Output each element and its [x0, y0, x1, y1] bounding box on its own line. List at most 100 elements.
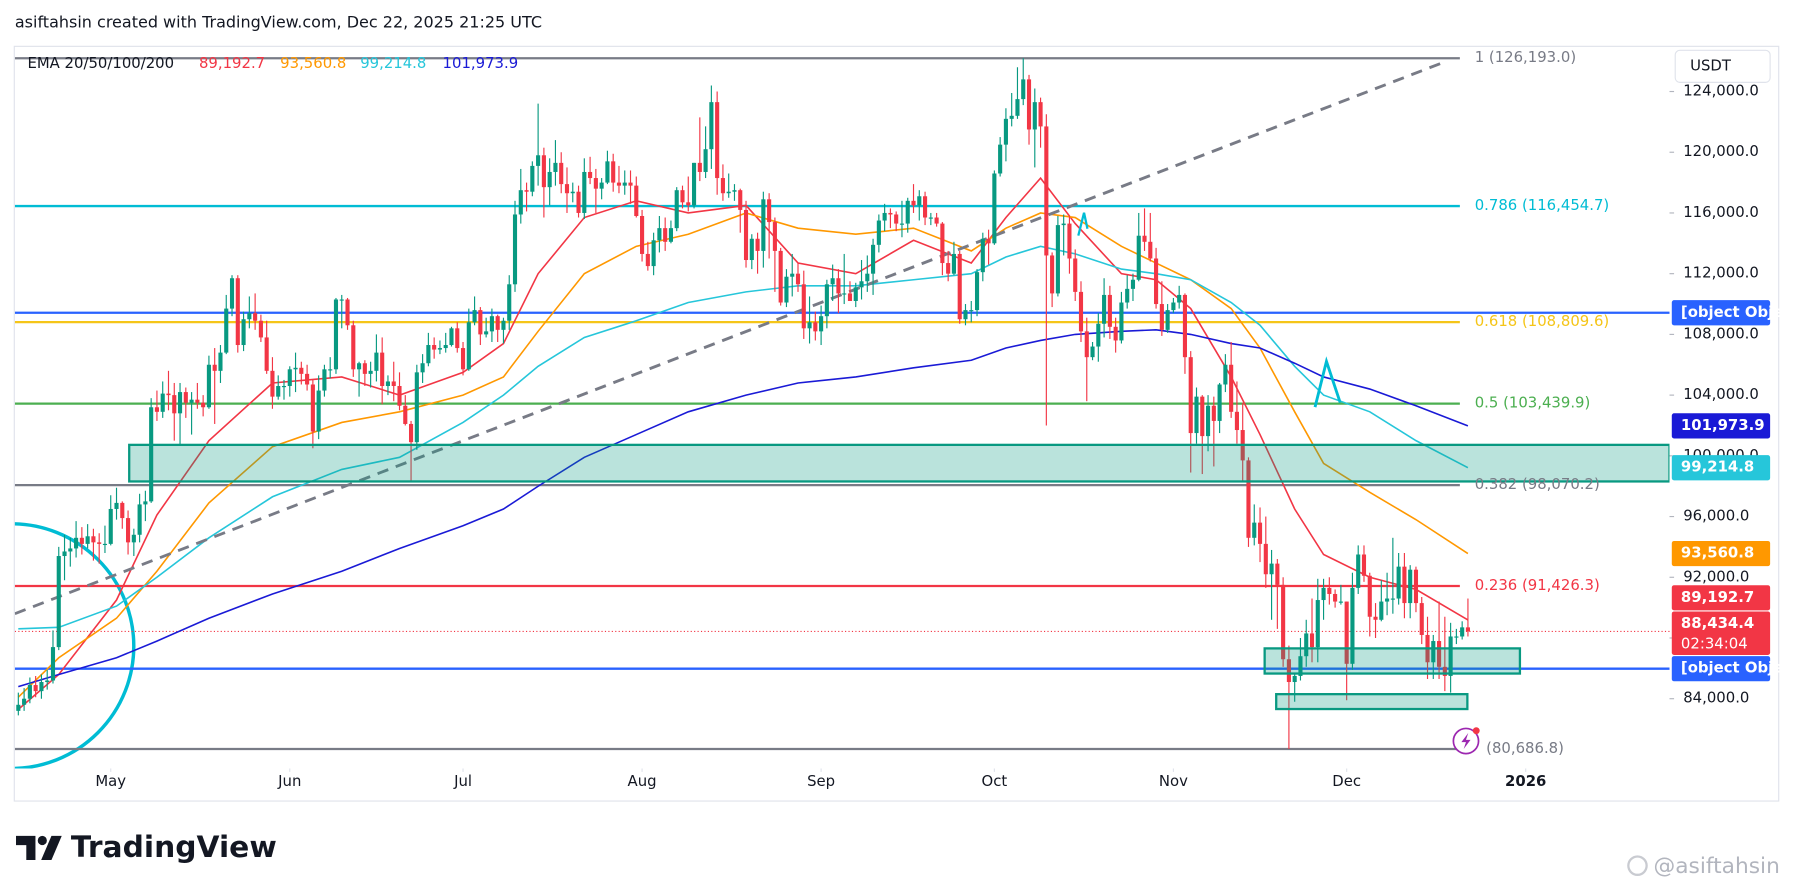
candle-body — [79, 537, 84, 544]
candle-body — [385, 381, 391, 387]
candle-body — [749, 238, 754, 261]
candle-body — [160, 393, 165, 412]
candle-body — [478, 310, 483, 335]
candle-body — [1257, 522, 1263, 544]
candle-body — [224, 308, 229, 353]
candle-body — [755, 238, 760, 251]
candle-body — [1252, 522, 1257, 538]
candle-body — [507, 284, 512, 321]
candle-body — [270, 370, 275, 397]
candle-body — [1454, 636, 1459, 638]
candle-body — [553, 162, 558, 172]
candle-body — [593, 178, 598, 189]
candle-body — [177, 392, 183, 414]
candle-body — [599, 182, 604, 189]
candle-body — [1396, 566, 1401, 599]
candle-body — [408, 423, 414, 443]
candle-body — [570, 191, 575, 194]
candle-body — [1055, 225, 1060, 294]
alert-icon — [1461, 733, 1471, 750]
candle-body — [865, 273, 870, 282]
alert-dot — [1472, 727, 1480, 735]
candle-body — [1026, 79, 1032, 130]
candle-body — [333, 299, 339, 370]
candle-body — [928, 217, 933, 219]
candle-body — [166, 393, 171, 396]
candle-body — [1431, 641, 1436, 663]
candle-body — [253, 313, 258, 321]
candle-body — [761, 199, 766, 251]
candle-body — [97, 542, 102, 544]
brand-logo — [16, 835, 62, 860]
candle-body — [634, 185, 639, 216]
candle-body — [1015, 99, 1020, 116]
candle-body — [524, 190, 529, 192]
y-tick-label: 96,000.0 — [1683, 507, 1749, 525]
candle-body — [616, 182, 622, 186]
price-badge — [1671, 300, 1771, 326]
candle-body — [316, 390, 321, 432]
currency-button[interactable] — [1674, 49, 1771, 83]
countdown: 02:34:04 — [1681, 635, 1748, 653]
candle-body — [946, 263, 951, 274]
candle-body — [1096, 323, 1101, 347]
candle-body — [668, 228, 674, 242]
logo-shape — [37, 835, 47, 846]
indicator-legend: EMA 20/50/100/200 89,192.7 93,560.8 99,2… — [27, 54, 518, 72]
y-tick-label: 112,000.0 — [1683, 264, 1759, 282]
candle-body — [172, 395, 177, 414]
candle-body — [1327, 587, 1332, 594]
candle-body — [501, 320, 506, 330]
candle-body — [1038, 102, 1043, 127]
zone — [1263, 647, 1522, 675]
candle-body — [940, 223, 945, 264]
candle-body — [709, 102, 714, 150]
candle-body — [1078, 291, 1084, 332]
candle-body — [518, 190, 523, 215]
candle-body — [1217, 384, 1222, 421]
candle-body — [1465, 627, 1471, 632]
candle-body — [362, 363, 367, 374]
candle-body — [33, 685, 38, 692]
x-tick-label: Oct — [982, 772, 1008, 790]
candle-body — [229, 278, 235, 309]
candle-body — [1269, 563, 1274, 575]
candle-body — [455, 328, 460, 349]
candle-body — [1119, 302, 1124, 341]
candle-body — [1067, 223, 1072, 259]
candle-body — [686, 202, 691, 206]
candle-body — [847, 293, 853, 302]
candle-body — [1419, 603, 1424, 635]
candle-body — [680, 190, 685, 203]
candle-body — [1194, 396, 1199, 434]
candle-body — [1321, 587, 1326, 601]
price-badge-label: [object Object] — [1681, 303, 1793, 321]
candle-body — [715, 102, 720, 179]
candle-body — [1084, 331, 1089, 358]
candle-body — [1275, 563, 1280, 585]
candle-body — [1437, 641, 1442, 667]
candle-body — [1130, 279, 1136, 289]
candle-body — [114, 502, 119, 509]
candle-body — [287, 369, 292, 387]
candle-body — [137, 504, 142, 535]
candle-body — [530, 165, 535, 192]
candle-body — [449, 328, 454, 346]
candle-body — [85, 536, 90, 544]
candle-body — [495, 316, 500, 330]
candle-body — [143, 501, 148, 505]
price-badge — [1671, 611, 1771, 655]
brand: TradingView — [71, 830, 277, 865]
watermark: @asiftahsin — [1653, 854, 1779, 879]
candle-body — [720, 178, 725, 194]
candle-body — [645, 253, 650, 267]
candle-body — [62, 551, 67, 557]
candle-body — [466, 322, 471, 370]
candle-body — [1350, 587, 1355, 664]
candle-body — [1448, 636, 1453, 676]
fib-label: 0.786 (116,454.7) — [1475, 196, 1609, 214]
candle-body — [1408, 569, 1413, 604]
x-mark-drawing — [1077, 212, 1089, 236]
candle-body — [1402, 566, 1407, 604]
fib-label: (80,686.8) — [1486, 739, 1564, 757]
